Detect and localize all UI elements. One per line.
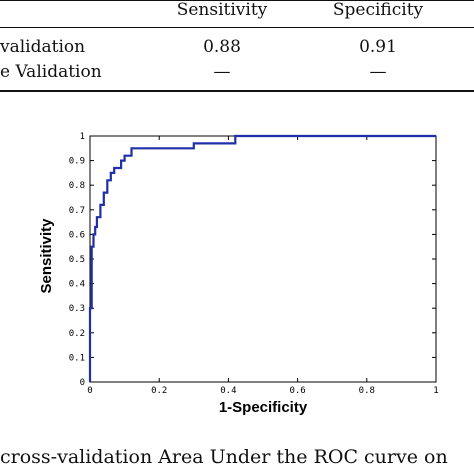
y-tick-label: 0.3 — [69, 304, 85, 314]
table-bottom-rule — [0, 90, 474, 92]
y-tick-label: 0.2 — [69, 329, 85, 339]
table-top-rule — [0, 0, 474, 1]
table-cell-specificity: 0.91 — [359, 37, 397, 57]
roc-curve-line — [88, 134, 436, 382]
figure-caption: cross-validation Area Under the ROC curv… — [0, 446, 448, 468]
table-row-label: validation — [0, 37, 86, 57]
y-axis-label: Sensitivity — [38, 218, 55, 294]
table-header-rule — [0, 27, 474, 28]
y-tick-label: 0.1 — [69, 353, 85, 363]
table-cell-sensitivity: — — [213, 62, 231, 82]
x-tick-label: 0.4 — [220, 386, 236, 396]
y-tick-label: 0.8 — [69, 181, 85, 191]
table-row-label: e Validation — [0, 62, 102, 82]
y-tick-label: 1 — [80, 132, 85, 142]
table-cell-specificity: — — [369, 62, 387, 82]
x-tick-label: 0.2 — [151, 386, 167, 396]
y-tick-label: 0.7 — [69, 206, 85, 216]
y-tick-label: 0.4 — [69, 280, 85, 290]
table-header-specificity: Specificity — [332, 0, 424, 20]
x-tick-label: 1 — [433, 386, 438, 396]
y-tick-label: 0.9 — [69, 157, 85, 167]
y-tick-label: 0.6 — [69, 230, 85, 240]
y-tick-label: 0 — [80, 378, 85, 388]
table-header-sensitivity: Sensitivity — [176, 0, 268, 20]
x-tick-label: 0.8 — [359, 386, 375, 396]
plot-frame — [89, 135, 437, 383]
table-cell-sensitivity: 0.88 — [203, 37, 241, 57]
x-tick-label: 0 — [87, 386, 92, 396]
y-tick-label: 0.5 — [69, 255, 85, 265]
x-tick-label: 0.6 — [289, 386, 305, 396]
x-axis-label: 1-Specificity — [219, 399, 308, 416]
